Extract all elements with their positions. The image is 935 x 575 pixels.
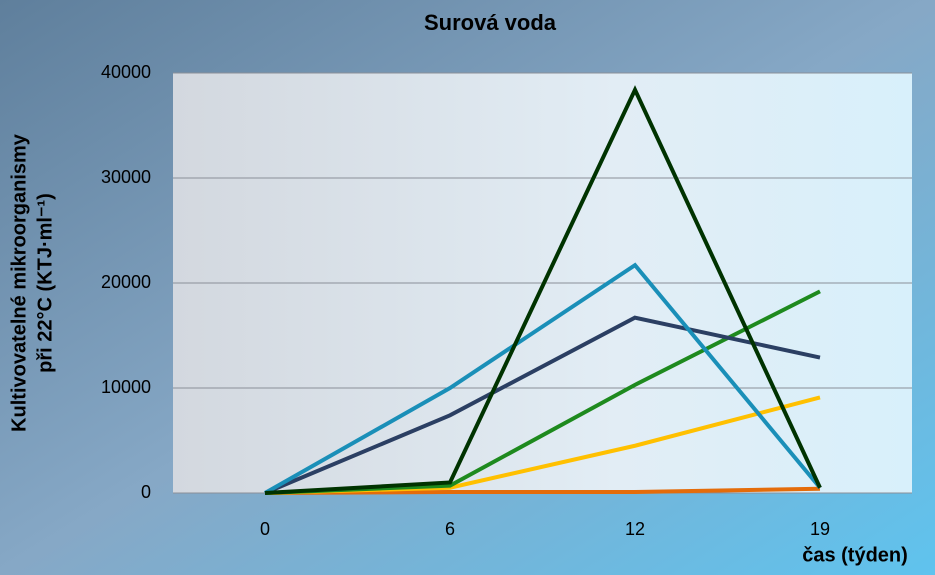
line-series bbox=[264, 262, 822, 495]
y-tick-label: 40000 bbox=[101, 62, 151, 82]
y-axis-label: Kultivovatelné mikroorganismy bbox=[8, 133, 30, 432]
y-axis-label: při 22°C (KTJ·ml⁻¹) bbox=[34, 193, 56, 373]
y-tick-label: 0 bbox=[141, 482, 151, 502]
chart-title: Surová voda bbox=[424, 10, 557, 35]
x-tick-label: 0 bbox=[260, 519, 270, 539]
x-tick-label: 19 bbox=[810, 519, 830, 539]
y-tick-label: 10000 bbox=[101, 377, 151, 397]
x-tick-label: 6 bbox=[445, 519, 455, 539]
x-axis-label: čas (týden) bbox=[802, 544, 908, 566]
x-tick-label: 12 bbox=[625, 519, 645, 539]
y-tick-label: 20000 bbox=[101, 272, 151, 292]
line-series bbox=[264, 85, 822, 495]
line-series bbox=[264, 486, 821, 495]
y-tick-label: 30000 bbox=[101, 167, 151, 187]
line-series bbox=[264, 315, 821, 495]
